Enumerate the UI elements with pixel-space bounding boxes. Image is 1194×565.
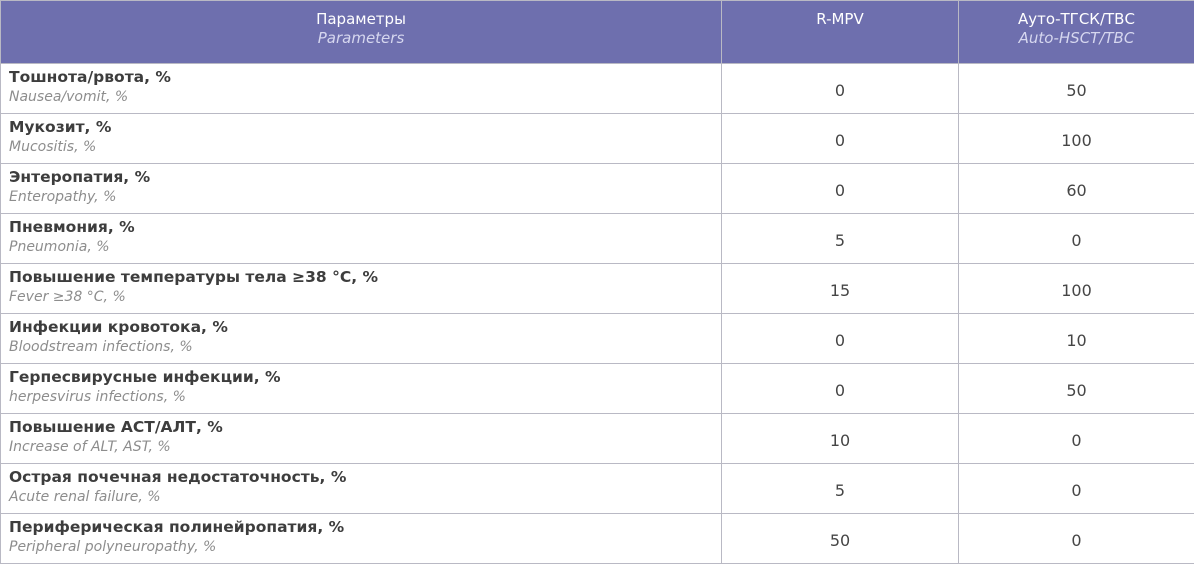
parameter-en: Mucositis, % (9, 139, 97, 155)
table-body: Тошнота/рвота, % Nausea/vomit, % 0 50 Му… (0, 63, 1194, 564)
table-row: Повышение АСТ/АЛТ, % Increase of ALT, AS… (0, 413, 1194, 464)
parameter-en: Bloodstream infections, % (9, 339, 193, 355)
parameter-en: Acute renal failure, % (9, 489, 161, 505)
parameter-cell: Инфекции кровотока, % Bloodstream infect… (0, 313, 722, 364)
rmpv-value: 10 (721, 413, 959, 464)
header-parameters: Параметры Parameters (0, 0, 722, 64)
rmpv-value: 5 (721, 213, 959, 264)
parameter-cell: Повышение АСТ/АЛТ, % Increase of ALT, AS… (0, 413, 722, 464)
parameter-ru: Периферическая полинейропатия, % (9, 518, 345, 536)
table-row: Инфекции кровотока, % Bloodstream infect… (0, 313, 1194, 364)
rmpv-value: 0 (721, 113, 959, 164)
rmpv-value: 0 (721, 363, 959, 414)
parameter-ru: Энтеропатия, % (9, 168, 151, 186)
table-row: Герпесвирусные инфекции, % herpesvirus i… (0, 363, 1194, 414)
table-row: Тошнота/рвота, % Nausea/vomit, % 0 50 (0, 63, 1194, 114)
table-row: Повышение температуры тела ≥38 °С, % Fev… (0, 263, 1194, 314)
table-row: Мукозит, % Mucositis, % 0 100 (0, 113, 1194, 164)
parameter-cell: Пневмония, % Pneumonia, % (0, 213, 722, 264)
auto-hsct-value: 10 (958, 313, 1194, 364)
auto-hsct-value: 0 (958, 513, 1194, 564)
header-parameters-ru: Параметры (316, 10, 406, 28)
header-parameters-en: Parameters (317, 29, 405, 47)
parameter-ru: Герпесвирусные инфекции, % (9, 368, 281, 386)
parameter-ru: Инфекции кровотока, % (9, 318, 228, 336)
rmpv-value: 0 (721, 163, 959, 214)
rmpv-value: 0 (721, 313, 959, 364)
table-header: Параметры Parameters R-MPV Ауто-ТГСК/ТВС… (0, 0, 1194, 64)
header-rmpv-label: R-MPV (816, 10, 864, 28)
auto-hsct-value: 60 (958, 163, 1194, 214)
parameter-en: Fever ≥38 °C, % (9, 289, 126, 305)
auto-hsct-value: 0 (958, 413, 1194, 464)
parameter-en: Peripheral polyneuropathy, % (9, 539, 217, 555)
rmpv-value: 50 (721, 513, 959, 564)
parameter-ru: Пневмония, % (9, 218, 135, 236)
table-row: Периферическая полинейропатия, % Periphe… (0, 513, 1194, 564)
parameter-cell: Периферическая полинейропатия, % Periphe… (0, 513, 722, 564)
parameter-en: Nausea/vomit, % (9, 89, 129, 105)
table-row: Острая почечная недостаточность, % Acute… (0, 463, 1194, 514)
rmpv-value: 15 (721, 263, 959, 314)
auto-hsct-value: 0 (958, 463, 1194, 514)
table-row: Энтеропатия, % Enteropathy, % 0 60 (0, 163, 1194, 214)
header-auto-hsct-ru: Ауто-ТГСК/ТВС (1018, 10, 1135, 28)
header-auto-hsct-en: Auto-HSCT/TBC (1018, 29, 1135, 47)
parameter-ru: Острая почечная недостаточность, % (9, 468, 347, 486)
parameter-en: herpesvirus infections, % (9, 389, 186, 405)
parameter-cell: Герпесвирусные инфекции, % herpesvirus i… (0, 363, 722, 414)
auto-hsct-value: 50 (958, 63, 1194, 114)
parameter-ru: Мукозит, % (9, 118, 112, 136)
parameter-cell: Острая почечная недостаточность, % Acute… (0, 463, 722, 514)
parameter-en: Increase of ALT, AST, % (9, 439, 171, 455)
parameter-cell: Мукозит, % Mucositis, % (0, 113, 722, 164)
parameter-ru: Тошнота/рвота, % (9, 68, 171, 86)
auto-hsct-value: 50 (958, 363, 1194, 414)
auto-hsct-value: 0 (958, 213, 1194, 264)
auto-hsct-value: 100 (958, 263, 1194, 314)
parameter-ru: Повышение АСТ/АЛТ, % (9, 418, 223, 436)
parameter-en: Enteropathy, % (9, 189, 117, 205)
header-auto-hsct: Ауто-ТГСК/ТВС Auto-HSCT/TBC (958, 0, 1194, 64)
parameter-cell: Тошнота/рвота, % Nausea/vomit, % (0, 63, 722, 114)
parameter-cell: Повышение температуры тела ≥38 °С, % Fev… (0, 263, 722, 314)
rmpv-value: 0 (721, 63, 959, 114)
auto-hsct-value: 100 (958, 113, 1194, 164)
table-row: Пневмония, % Pneumonia, % 5 0 (0, 213, 1194, 264)
header-row: Параметры Parameters R-MPV Ауто-ТГСК/ТВС… (0, 0, 1194, 64)
rmpv-value: 5 (721, 463, 959, 514)
header-rmpv: R-MPV (721, 0, 959, 64)
parameter-cell: Энтеропатия, % Enteropathy, % (0, 163, 722, 214)
parameter-en: Pneumonia, % (9, 239, 110, 255)
parameter-ru: Повышение температуры тела ≥38 °С, % (9, 268, 379, 286)
